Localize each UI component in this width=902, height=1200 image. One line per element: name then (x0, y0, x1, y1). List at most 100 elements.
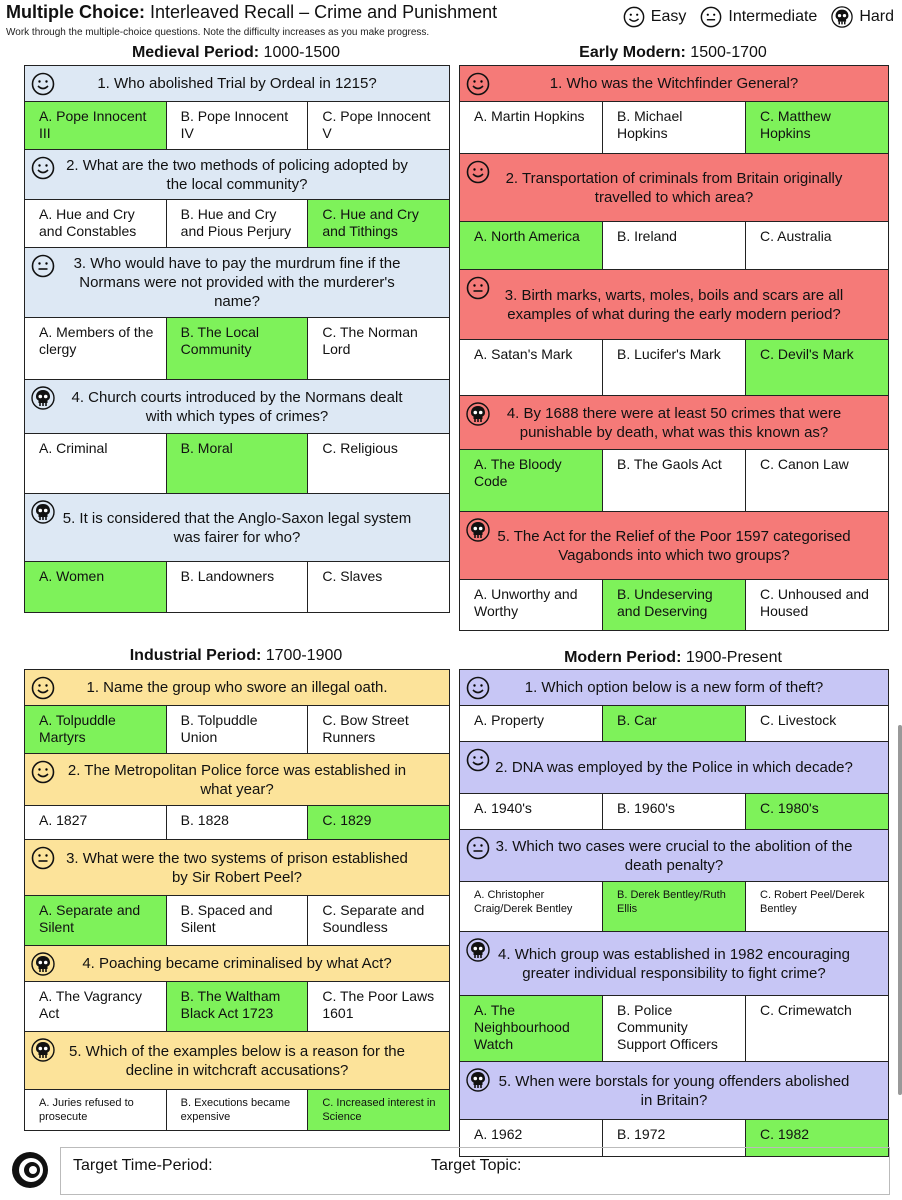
answer-option-a[interactable]: A. Tolpuddle Martyrs (25, 706, 167, 753)
options-row: A. 1962 B. 1972 C. 1982 (460, 1120, 888, 1156)
question-3: 3. Birth marks, warts, moles, boils and … (460, 270, 888, 340)
question-4: 4. By 1688 there were at least 50 crimes… (460, 396, 888, 450)
section-title-modern: Modern Period: 1900-Present (458, 649, 888, 667)
answer-option-c[interactable]: C. Hue and Cry and Tithings (308, 200, 450, 247)
answer-option-a[interactable]: A. Separate and Silent (25, 896, 167, 945)
answer-option-b[interactable]: B. Pope Innocent IV (166, 102, 309, 149)
skull-icon (466, 402, 490, 426)
answer-option-c[interactable]: C. Separate and Soundless (308, 896, 450, 945)
answer-option-a[interactable]: A. Christopher Craig/Derek Bentley (460, 882, 603, 931)
answer-option-b[interactable]: B. Moral (166, 434, 309, 493)
difficulty-legend: Easy Intermediate Hard (623, 6, 894, 28)
answer-option-b[interactable]: B. The Waltham Black Act 1723 (166, 982, 309, 1031)
question-1: 1. Which option below is a new form of t… (460, 670, 888, 706)
answer-option-b[interactable]: B. Derek Bentley/Ruth Ellis (603, 882, 746, 931)
answer-option-b[interactable]: B. 1828 (166, 806, 309, 839)
answer-option-b[interactable]: B. Hue and Cry and Pious Perjury (166, 200, 309, 247)
answer-option-a[interactable]: A. Women (25, 562, 167, 612)
intermediate-face-icon (466, 276, 490, 300)
options-row: A. The Neighbourhood Watch B. Police Comm… (460, 996, 888, 1062)
answer-option-c[interactable]: C. 1980's (746, 794, 888, 829)
answer-option-c[interactable]: C. Crimewatch (746, 996, 888, 1061)
answer-option-c[interactable]: C. Livestock (746, 706, 888, 741)
answer-option-c[interactable]: C. 1829 (308, 806, 450, 839)
legend-easy: Easy (623, 6, 686, 28)
question-text: 5. When were borstals for young offender… (498, 1072, 850, 1109)
question-1: 1. Name the group who swore an illegal o… (25, 670, 449, 706)
answer-option-a[interactable]: A. Criminal (25, 434, 167, 493)
answer-option-a[interactable]: A. Property (460, 706, 603, 741)
easy-face-icon (466, 72, 490, 96)
answer-option-b[interactable]: B. Landowners (166, 562, 309, 612)
scrollbar[interactable] (898, 725, 902, 1095)
options-row: A. Pope Innocent III B. Pope Innocent IV C… (25, 102, 450, 150)
answer-option-a[interactable]: A. The Bloody Code (460, 450, 603, 511)
answer-option-a[interactable]: A. The Vagrancy Act (25, 982, 167, 1031)
answer-option-a[interactable]: A. 1827 (25, 806, 167, 839)
answer-option-a[interactable]: A. Hue and Cry and Constables (25, 200, 167, 247)
answer-option-b[interactable]: B. The Gaols Act (603, 450, 746, 511)
options-row: A. Satan's Mark B. Lucifer's Mark C. Devil… (460, 340, 888, 396)
question-text: 4. By 1688 there were at least 50 crimes… (506, 404, 842, 441)
legend-intermediate-label: Intermediate (728, 8, 818, 25)
section-dates: 1700-1900 (261, 647, 343, 664)
answer-option-a[interactable]: A. Martin Hopkins (460, 102, 603, 153)
answer-option-b[interactable]: B. 1960's (603, 794, 746, 829)
answer-option-a[interactable]: A. 1940's (460, 794, 603, 829)
question-text: 3. Which two cases were crucial to the a… (495, 837, 853, 874)
answer-option-a[interactable]: A. Pope Innocent III (25, 102, 167, 149)
answer-option-c[interactable]: C. Unhoused and Housed (746, 580, 888, 630)
section-name: Modern Period: (564, 649, 682, 666)
answer-option-b[interactable]: B. Car (603, 706, 746, 741)
answer-option-b[interactable]: B. Undeserving and Deserving (603, 580, 746, 630)
answer-option-a[interactable]: A. North America (460, 222, 603, 269)
answer-option-c[interactable]: C. Canon Law (746, 450, 888, 511)
intermediate-face-icon (466, 836, 490, 860)
answer-option-b[interactable]: B. Police Community Support Officers (603, 996, 746, 1061)
section-name: Early Modern: (579, 44, 686, 61)
answer-option-a[interactable]: A. Unworthy and Worthy (460, 580, 603, 630)
options-row: A. Women B. Landowners C. Slaves (25, 562, 450, 612)
easy-face-icon (623, 6, 645, 28)
question-5: 5. Which of the examples below is a reas… (25, 1032, 449, 1090)
answer-option-a[interactable]: A. 1962 (460, 1120, 603, 1156)
answer-option-c[interactable]: C. The Norman Lord (308, 318, 450, 379)
answer-option-c[interactable]: C. Increased interest in Science (308, 1090, 450, 1130)
answer-option-a[interactable]: A. The Neighbourhood Watch (460, 996, 603, 1061)
answer-option-a[interactable]: A. Satan's Mark (460, 340, 603, 395)
answer-option-a[interactable]: A. Juries refused to prosecute (25, 1090, 167, 1130)
answer-option-b[interactable]: B. Executions became expensive (166, 1090, 309, 1130)
answer-option-c[interactable]: C. Australia (746, 222, 888, 269)
section-dates: 1000-1500 (259, 44, 341, 61)
options-row: A. Property B. Car C. Livestock (460, 706, 888, 742)
legend-hard: Hard (831, 6, 894, 28)
answer-option-b[interactable]: B. 1972 (603, 1120, 746, 1156)
target-time-label: Target Time-Period: (73, 1157, 213, 1174)
answer-option-c[interactable]: C. The Poor Laws 1601 (308, 982, 450, 1031)
question-text: 5. The Act for the Relief of the Poor 15… (497, 527, 851, 564)
answer-option-c[interactable]: C. Robert Peel/Derek Bentley (746, 882, 888, 931)
answer-option-c[interactable]: C. Pope Innocent V (308, 102, 450, 149)
question-text: 2. Transportation of criminals from Brit… (505, 169, 843, 206)
answer-option-a[interactable]: A. Members of the clergy (25, 318, 167, 379)
answer-option-c[interactable]: C. Slaves (308, 562, 450, 612)
answer-option-c[interactable]: C. Devil's Mark (746, 340, 888, 395)
question-text: 3. What were the two systems of prison e… (66, 849, 408, 886)
question-text: 5. Which of the examples below is a reas… (68, 1042, 405, 1079)
answer-option-b[interactable]: B. Michael Hopkins (603, 102, 746, 153)
answer-option-c[interactable]: C. Matthew Hopkins (746, 102, 888, 153)
answer-option-c[interactable]: C. Bow Street Runners (308, 706, 450, 753)
options-row: A. Hue and Cry and Constables B. Hue and … (25, 200, 450, 248)
options-row: A. Unworthy and Worthy B. Undeserving and… (460, 580, 888, 630)
answer-option-b[interactable]: B. Ireland (603, 222, 746, 269)
answer-option-b[interactable]: B. The Local Community (166, 318, 309, 379)
question-text: 5. It is considered that the Anglo-Saxon… (62, 509, 412, 546)
answer-option-b[interactable]: B. Lucifer's Mark (603, 340, 746, 395)
answer-option-b[interactable]: B. Tolpuddle Union (166, 706, 309, 753)
answer-option-c[interactable]: C. 1982 (746, 1120, 888, 1156)
skull-icon (466, 938, 490, 962)
logo-icon (10, 1150, 50, 1190)
answer-option-b[interactable]: B. Spaced and Silent (166, 896, 309, 945)
answer-option-c[interactable]: C. Religious (308, 434, 450, 493)
title-bold: Multiple Choice: (6, 2, 145, 22)
